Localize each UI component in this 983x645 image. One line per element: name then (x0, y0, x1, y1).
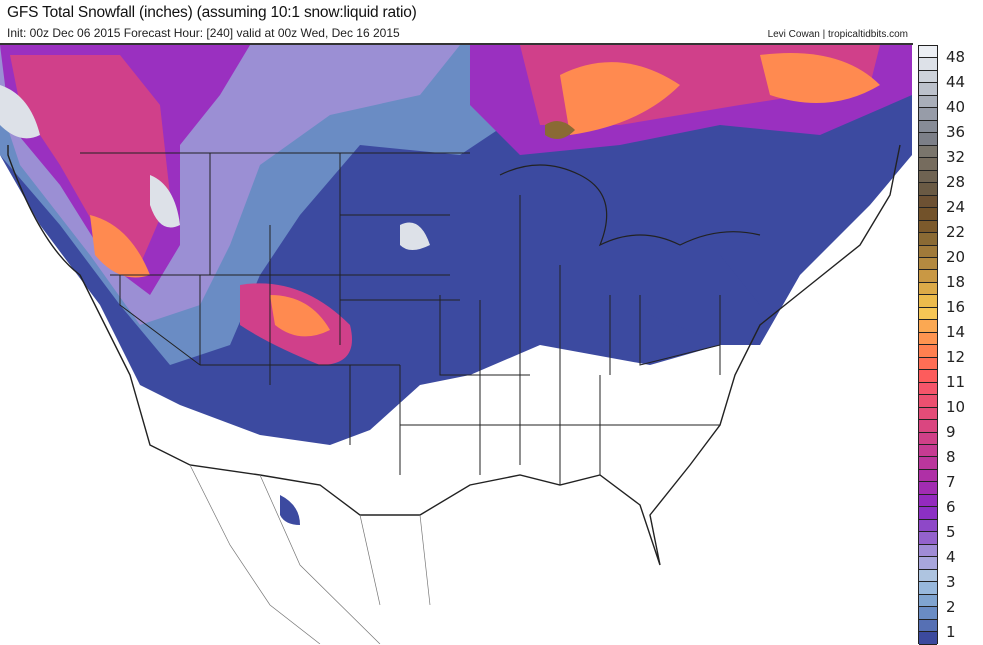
snowfall-area-brown (545, 121, 575, 139)
colorbar-swatch (919, 582, 937, 595)
colorbar-label: 28 (946, 173, 966, 192)
colorbar-swatch (919, 332, 937, 346)
map-title: GFS Total Snowfall (inches) (assuming 10… (7, 4, 417, 21)
colorbar-label: 44 (946, 73, 966, 92)
colorbar-swatch (919, 532, 937, 545)
header-divider (0, 43, 913, 45)
colorbar-label: 1 (946, 622, 956, 641)
colorbar-swatch (919, 183, 937, 196)
colorbar-swatch (919, 307, 937, 321)
colorbar-swatch (919, 95, 937, 109)
colorbar-swatch (919, 445, 937, 458)
colorbar-swatch (919, 158, 937, 171)
colorbar-swatch (919, 395, 937, 408)
colorbar-label: 3 (946, 572, 956, 591)
colorbar-swatch (919, 320, 937, 333)
colorbar-swatch (919, 295, 937, 308)
colorbar-swatch (919, 257, 937, 271)
snowfall-area-magenta (10, 55, 170, 265)
colorbar-swatch (919, 133, 937, 146)
colorbar-swatch (919, 469, 937, 483)
colorbar-swatch (919, 544, 937, 558)
colorbar-swatch (919, 282, 937, 296)
colorbar-label: 8 (946, 447, 956, 466)
colorbar-label: 40 (946, 98, 966, 117)
snowfall-shading (0, 45, 912, 525)
colorbar-swatch (919, 632, 937, 645)
colorbar-swatch (919, 519, 937, 533)
snowfall-map (0, 45, 912, 644)
colorbar-swatch (919, 270, 937, 283)
snowfall-area-light (570, 255, 760, 335)
colorbar-swatch (919, 357, 937, 371)
colorbar-label: 36 (946, 123, 966, 142)
map-subtitle: Init: 00z Dec 06 2015 Forecast Hour: [24… (7, 26, 400, 40)
colorbar-swatch (919, 607, 937, 620)
colorbar-swatch (919, 420, 937, 433)
colorbar-label: 48 (946, 48, 966, 67)
colorbar-label: 11 (946, 372, 966, 391)
colorbar-label: 24 (946, 198, 966, 217)
colorbar-swatch (919, 120, 937, 134)
colorbar-label: 14 (946, 323, 966, 342)
colorbar-label: 18 (946, 273, 966, 292)
colorbar-label: 9 (946, 422, 956, 441)
colorbar-swatch (919, 220, 937, 234)
snowfall-area-orange (270, 295, 330, 337)
colorbar-swatch (919, 594, 937, 608)
colorbar-label: 12 (946, 347, 966, 366)
colorbar-label: 6 (946, 497, 956, 516)
colorbar-swatch (919, 482, 937, 495)
colorbar-swatch (919, 494, 937, 508)
colorbar-swatch (919, 370, 937, 383)
colorbar-swatch (919, 432, 937, 445)
colorbar-swatch (919, 83, 937, 96)
snowfall-area-orange (760, 53, 880, 103)
colorbar (918, 45, 938, 645)
colorbar-swatch (919, 145, 937, 159)
colorbar-swatch (919, 46, 937, 59)
snowfall-area-white (400, 222, 430, 250)
colorbar-label: 10 (946, 397, 966, 416)
colorbar-swatch (919, 108, 937, 121)
colorbar-label: 16 (946, 298, 966, 317)
colorbar-swatch (919, 345, 937, 358)
colorbar-label: 22 (946, 223, 966, 242)
snowfall-area-orange (560, 62, 680, 136)
snowfall-area-orange (90, 215, 150, 278)
colorbar-label: 4 (946, 547, 956, 566)
colorbar-swatch (919, 382, 937, 396)
mexico-borders (189, 464, 431, 644)
colorbar-swatch (919, 245, 937, 258)
snowfall-area-white (150, 175, 180, 228)
colorbar-swatch (919, 195, 937, 209)
colorbar-swatch (919, 507, 937, 520)
colorbar-swatch (919, 619, 937, 633)
snowfall-area-light (280, 495, 300, 525)
colorbar-swatch (919, 457, 937, 470)
colorbar-swatch (919, 70, 937, 84)
colorbar-swatch (919, 233, 937, 246)
colorbar-label: 20 (946, 248, 966, 267)
snowfall-area-white (0, 85, 40, 139)
colorbar-swatch (919, 557, 937, 570)
colorbar-label: 7 (946, 472, 956, 491)
colorbar-swatch (919, 407, 937, 421)
credit-text: Levi Cowan | tropicaltidbits.com (767, 29, 908, 40)
colorbar-swatch (919, 208, 937, 221)
colorbar-label: 5 (946, 522, 956, 541)
colorbar-swatch (919, 170, 937, 184)
colorbar-swatch (919, 58, 937, 71)
colorbar-swatch (919, 569, 937, 583)
colorbar-label: 32 (946, 148, 966, 167)
colorbar-label: 2 (946, 597, 956, 616)
state-borders (7, 144, 901, 566)
